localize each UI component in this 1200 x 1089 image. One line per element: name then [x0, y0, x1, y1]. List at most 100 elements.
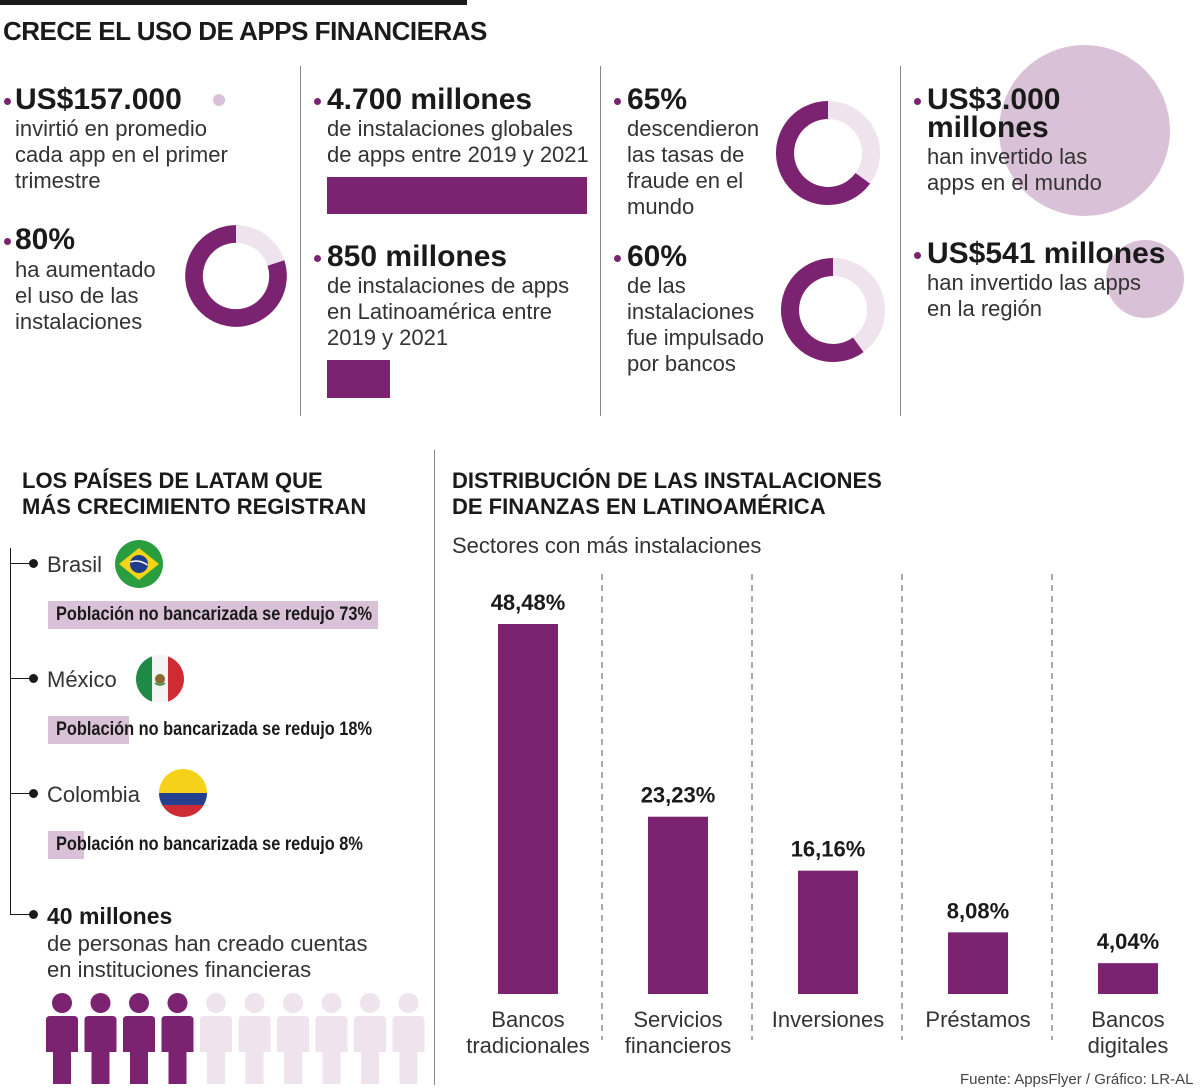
donut-value-arc [185, 225, 287, 327]
bullet-dot [4, 98, 11, 105]
stat-value: 80% [15, 223, 76, 256]
donut-65 [775, 100, 881, 206]
stat-60: 60% de las instalaciones fue impulsado por … [612, 240, 782, 377]
bullet-dot [614, 98, 621, 105]
tree-branch [10, 678, 32, 679]
bullet-dot [614, 255, 621, 262]
bubble-region [1106, 240, 1184, 318]
bar [948, 932, 1008, 994]
bullet-dot [314, 98, 321, 105]
divider [300, 66, 301, 416]
unbanked-bar-colombia [48, 831, 84, 859]
stat-text: de instalaciones de apps en Latinoamérica… [327, 273, 570, 350]
unbanked-bar-brasil [48, 601, 378, 629]
stat-value: US$157.000 [15, 83, 182, 116]
donut-value-arc [776, 100, 871, 205]
tree-branch [10, 914, 32, 915]
bubble-global [999, 45, 1170, 216]
tree-branch [10, 563, 32, 564]
stat-text: han invertido las apps en el mundo [927, 144, 1102, 195]
tree-node [29, 674, 38, 683]
bullet-dot [4, 238, 11, 245]
divider [434, 450, 435, 1085]
installs-global-bar [327, 177, 587, 214]
stat-text: invirtió en promedio cada app en el prime… [15, 116, 228, 193]
bullet-dot [914, 98, 921, 105]
divider [600, 66, 601, 416]
category-label: digitales [1088, 1033, 1169, 1058]
bar-value-label: 48,48% [491, 590, 566, 615]
stat-value: 4.700 millones [327, 83, 533, 116]
bullet-dot [314, 255, 321, 262]
people-value: 40 millones [47, 903, 173, 929]
bullet-dot [914, 252, 921, 259]
category-label: Préstamos [925, 1007, 1030, 1032]
country-name-colombia: Colombia [47, 782, 140, 807]
person-icon [315, 993, 348, 1084]
bar [798, 870, 858, 994]
tree-branch [10, 793, 32, 794]
category-label: financieros [625, 1033, 731, 1058]
unbanked-bar-mexico [48, 716, 129, 744]
donut-value-arc [781, 257, 864, 363]
bar [1098, 963, 1158, 994]
category-label: Servicios [633, 1007, 722, 1032]
donut-80 [185, 225, 287, 327]
stat-value: 60% [627, 240, 688, 273]
stat-value: 850 millones [327, 240, 508, 273]
tree-node [29, 910, 38, 919]
person-icon [277, 993, 309, 1084]
country-name-brasil: Brasil [47, 552, 103, 577]
person-icon [238, 993, 271, 1084]
stat-value-line1: US$3.000 [927, 83, 1061, 116]
category-label: Bancos [491, 1007, 564, 1032]
unbanked-label-mexico: Población no bancarizada se redujo 18% [56, 719, 373, 740]
unbanked-label-colombia: Población no bancarizada se redujo 8% [56, 834, 363, 855]
people-pictogram [46, 993, 425, 1084]
stat-text: han invertido las apps en la región [927, 270, 1142, 321]
person-icon-filled [46, 993, 78, 1084]
bar [648, 816, 708, 994]
bar [498, 624, 558, 994]
stat-value: 65% [627, 83, 688, 116]
person-icon [392, 993, 425, 1084]
person-icon-filled [123, 993, 155, 1084]
bubble-icon [213, 94, 225, 106]
stat-value-line2: millones [927, 111, 1049, 144]
tree-node [29, 559, 38, 568]
category-label: Bancos [1091, 1007, 1164, 1032]
stat-text: de las instalaciones fue impulsado por banc… [627, 273, 764, 376]
bar-value-label: 16,16% [791, 837, 866, 862]
stat-text: descendieron las tasas de fraude en el mund… [627, 116, 760, 219]
stat-541: US$541 millones han invertido las apps en… [912, 239, 1197, 322]
stat-850: 850 millones de instalaciones de apps en … [312, 240, 597, 351]
bar-value-label: 23,23% [641, 783, 716, 808]
category-label: Inversiones [772, 1007, 885, 1032]
title-rule [0, 0, 467, 5]
chart-subtitle: Sectores con más instalaciones [452, 533, 762, 558]
stat-text: de instalaciones globales de apps entre 2… [327, 116, 589, 167]
person-icon [354, 993, 386, 1084]
tree-node [29, 789, 38, 798]
tree-line [10, 548, 11, 915]
country-name-mexico: México [47, 667, 117, 692]
donut-60 [780, 257, 886, 363]
bar-chart: 48,48%Bancostradicionales23,23%Servicios… [466, 574, 1169, 1058]
stat-text: ha aumentado el uso de las instalaciones [15, 257, 156, 334]
person-icon [200, 993, 232, 1084]
mexico-flag-icon [136, 655, 184, 703]
unbanked-label-brasil: Población no bancarizada se redujo 73% [56, 604, 373, 625]
stat-157k: US$157.000 invirtió en promedio cada app … [0, 83, 295, 194]
countries-title: LOS PAÍSES DE LATAM QUE MÁS CRECIMIENTO R… [22, 468, 367, 519]
bar-value-label: 4,04% [1097, 929, 1159, 954]
category-label: tradicionales [466, 1033, 590, 1058]
stat-65: 65% descendieron las tasas de fraude en el… [612, 83, 782, 220]
stat-3000: US$3.000 millones han invertido las apps … [912, 83, 1172, 196]
page-title: CRECE EL USO DE APPS FINANCIERAS [3, 16, 487, 46]
person-icon-filled [84, 993, 117, 1084]
stat-80: 80% ha aumentado el uso de las instalacion… [0, 223, 180, 335]
divider [900, 66, 901, 416]
source-note: Fuente: AppsFlyer / Gráfico: LR-AL [960, 1071, 1194, 1088]
colombia-flag-icon [159, 769, 207, 817]
stat-4700: 4.700 millones de instalaciones globales… [312, 83, 597, 168]
